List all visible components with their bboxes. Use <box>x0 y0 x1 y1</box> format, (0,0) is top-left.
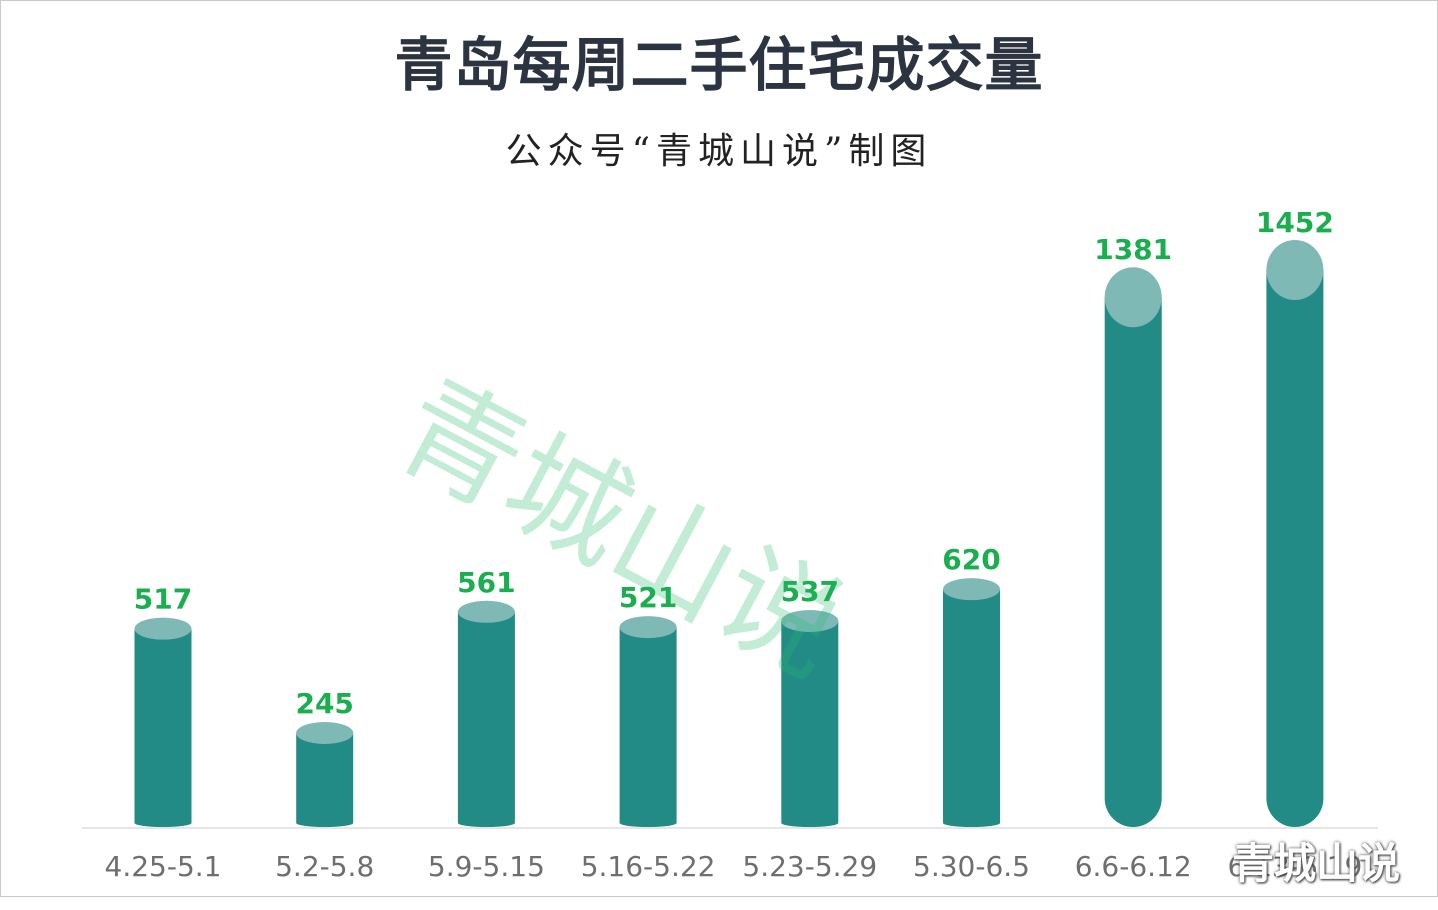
bar-5.23-5.29 <box>781 610 839 827</box>
data-label: 245 <box>295 687 353 720</box>
bar-body <box>1266 270 1324 827</box>
bar-cap <box>134 617 192 640</box>
x-tick-label: 5.9-5.15 <box>428 850 545 883</box>
data-label: 620 <box>942 543 1000 576</box>
bar-cap <box>1104 267 1162 328</box>
bar-body <box>619 627 677 827</box>
bar-body <box>781 621 839 827</box>
x-tick-label: 5.23-5.29 <box>742 850 877 883</box>
data-labels-group: 517 245 561 521 537 620 1381 1452 <box>134 206 1334 720</box>
bar-5.2-5.8 <box>296 722 354 827</box>
x-tick-label: 5.16-5.22 <box>581 850 716 883</box>
bar-cap <box>457 600 515 623</box>
data-label: 517 <box>134 583 192 616</box>
data-label: 537 <box>781 575 839 608</box>
data-label: 1452 <box>1256 206 1334 239</box>
bar-cap <box>1266 240 1324 300</box>
data-label: 521 <box>619 581 677 614</box>
x-tick-label: 6.13-6.19 <box>1228 850 1363 883</box>
data-label: 561 <box>457 566 515 599</box>
bar-cap <box>619 616 677 639</box>
bar-6.6-6.12 <box>1104 267 1162 828</box>
bar-body <box>296 733 354 827</box>
x-tick-labels-group: 4.25-5.1 5.2-5.8 5.9-5.15 5.16-5.22 5.23-5.2… <box>105 850 1363 883</box>
x-tick-label: 6.6-6.12 <box>1075 850 1192 883</box>
bars-group <box>134 240 1324 828</box>
x-tick-label: 4.25-5.1 <box>105 850 222 883</box>
bar-body <box>457 611 515 827</box>
bar-body <box>134 628 192 827</box>
corner-watermark: 青城山说 <box>1232 839 1401 888</box>
bar-5.16-5.22 <box>619 616 677 827</box>
bar-body <box>1104 297 1162 828</box>
data-label: 1381 <box>1094 233 1172 266</box>
x-tick-label: 5.2-5.8 <box>275 850 374 883</box>
chart-title: 青岛每周二手住宅成交量 <box>394 31 1044 99</box>
bar-5.30-6.5 <box>943 578 1000 827</box>
bar-cap <box>781 610 839 633</box>
bar-6.13-6.19 <box>1266 240 1324 827</box>
bar-4.25-5.1 <box>134 617 192 827</box>
bar-body <box>943 589 1000 827</box>
bar-cap <box>296 722 354 745</box>
bar-5.9-5.15 <box>457 600 515 827</box>
chart-subtitle: 公众号“青城山说”制图 <box>505 131 933 172</box>
x-tick-label: 5.30-6.5 <box>913 850 1030 883</box>
bar-cap <box>943 578 1000 601</box>
